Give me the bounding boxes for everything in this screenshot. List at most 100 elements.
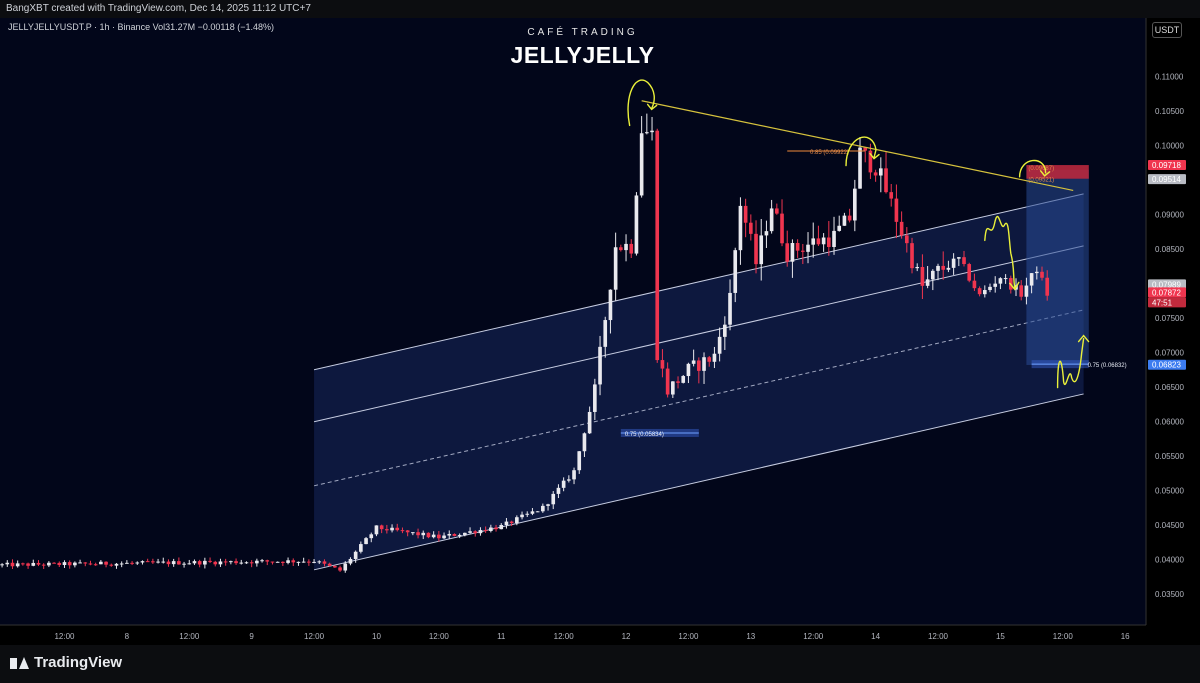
candle-body	[483, 530, 488, 532]
candle-body	[785, 243, 790, 262]
candle-body	[629, 243, 634, 254]
candle-body	[801, 250, 805, 252]
candle-body	[312, 561, 316, 563]
second-peak-arc-doodle	[845, 136, 877, 167]
currency-badge[interactable]: USDT	[1152, 22, 1182, 38]
candle-body	[660, 360, 665, 369]
candle-body	[395, 527, 400, 531]
price-tick-label: 0.03500	[1155, 590, 1184, 599]
candle-body	[634, 195, 639, 254]
candle-body	[203, 560, 207, 565]
candle-body	[868, 150, 873, 173]
candle-body	[925, 279, 930, 286]
price-marker-label: 0.07872	[1152, 288, 1181, 297]
candle-body	[853, 188, 857, 221]
candle-body	[67, 562, 72, 566]
candle-body	[244, 562, 249, 564]
candle-body	[265, 560, 270, 562]
candle-body	[764, 231, 769, 236]
plot-background	[0, 18, 1146, 625]
candle-body	[598, 346, 602, 385]
channel-inner-line	[313, 245, 1084, 423]
candle-body	[125, 562, 129, 564]
candle-body	[260, 560, 264, 562]
tradingview-logo[interactable]: TradingView	[10, 654, 122, 671]
time-tick-label: 12:00	[1053, 632, 1074, 641]
candle-body	[161, 561, 166, 563]
candle-body	[15, 563, 20, 567]
candle-body	[421, 532, 426, 536]
candle-body	[1029, 273, 1034, 286]
candle-body	[723, 324, 727, 337]
candle-body	[187, 563, 192, 565]
candle-body	[270, 561, 275, 563]
candle-body	[353, 551, 358, 559]
candle-body	[567, 479, 571, 481]
candle-body	[0, 564, 4, 566]
candle-body	[437, 534, 441, 539]
candle-body	[296, 561, 301, 563]
candle-body	[665, 368, 670, 395]
candle-body	[281, 561, 285, 563]
candle-body	[878, 168, 883, 176]
candle-body	[525, 513, 530, 515]
candle-body	[348, 558, 353, 564]
candle-body	[192, 561, 197, 564]
time-tick-label: 12:00	[304, 632, 325, 641]
candle-body	[333, 565, 337, 568]
time-axis-background	[0, 625, 1200, 645]
candle-body	[468, 531, 472, 533]
candle-body	[359, 544, 363, 552]
time-tick-label: 12:00	[678, 632, 699, 641]
candle-body	[738, 205, 743, 251]
candle-body	[842, 215, 847, 226]
candle-body	[1019, 285, 1024, 297]
candle-body	[223, 561, 228, 563]
candle-body	[327, 563, 332, 566]
time-tick-label: 14	[871, 632, 880, 641]
candle-body	[743, 205, 748, 223]
price-tick-label: 0.11000	[1155, 73, 1184, 82]
candle-body	[936, 265, 940, 271]
candle-body	[515, 517, 519, 524]
candle-body	[863, 147, 868, 151]
candle-body	[686, 363, 691, 377]
candle-body	[369, 534, 374, 539]
price-marker-badge	[1148, 174, 1186, 185]
candle-body	[234, 561, 238, 564]
candle-body	[62, 562, 67, 566]
candle-body	[530, 511, 535, 514]
candle-body	[463, 532, 467, 535]
candle-body	[286, 560, 290, 563]
candle-body	[343, 563, 348, 571]
fib-annotation-label: (0.09521)	[1028, 178, 1054, 184]
candle-body	[171, 561, 176, 565]
candle-body	[21, 563, 25, 565]
fib-annotation-label: (0.09687)	[1028, 166, 1054, 172]
time-tick-label: 12:00	[429, 632, 450, 641]
price-chart[interactable]: 0.75 (0.05834) 0.75 (0.06832) 0.85 (0.0992…	[0, 18, 1200, 645]
candle-body	[57, 562, 62, 566]
candle-body	[431, 534, 436, 538]
candle-body	[858, 147, 862, 189]
candle-body	[442, 535, 446, 539]
price-tick-label: 0.08500	[1155, 245, 1184, 254]
candle-body	[780, 213, 784, 244]
candle-body	[821, 237, 826, 245]
target-zone-box	[1026, 169, 1089, 365]
candle-body	[88, 563, 93, 565]
channel-upper-line	[313, 193, 1084, 371]
candle-body	[775, 208, 779, 214]
chart-area[interactable]: 0.75 (0.05834) 0.75 (0.06832) 0.85 (0.0992…	[0, 18, 1200, 645]
price-tick-label: 0.05000	[1155, 486, 1184, 495]
candle-body	[166, 561, 171, 565]
candle-body	[10, 562, 15, 567]
candle-body	[982, 290, 987, 295]
candle-body	[733, 250, 738, 293]
candle-body	[535, 511, 540, 513]
stop-zone-box	[1026, 165, 1089, 179]
candle-body	[795, 243, 800, 251]
price-marker-label: 0.07989	[1152, 280, 1181, 289]
countdown-badge	[1148, 297, 1186, 308]
candle-body	[364, 538, 368, 545]
